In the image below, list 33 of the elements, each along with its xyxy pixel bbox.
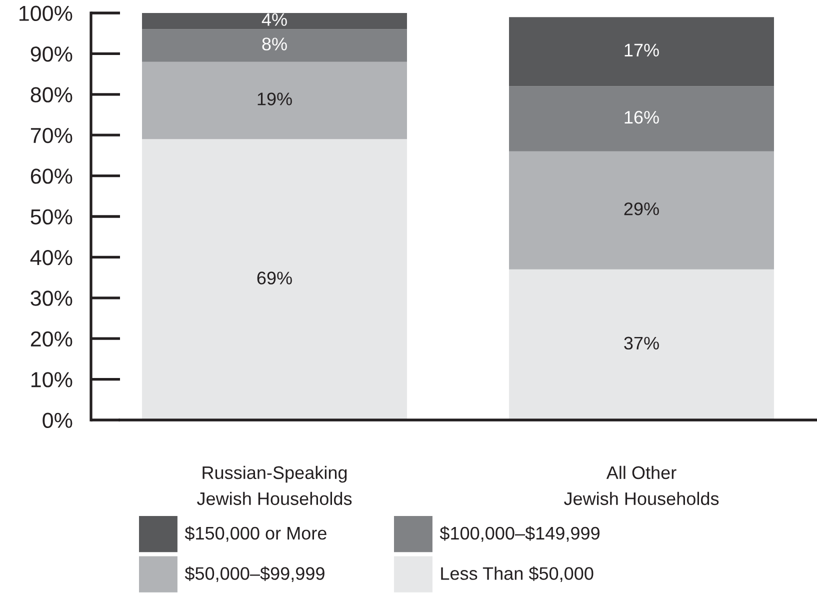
x-tick-label: All Other Jewish Households <box>564 466 719 506</box>
x-tick-label: Russian-Speaking Jewish Households <box>197 466 352 506</box>
y-tick-label: 40% <box>30 250 72 266</box>
bar <box>142 139 407 420</box>
bar <box>509 151 774 270</box>
y-tick-label: 70% <box>30 128 72 144</box>
data-label: 19% <box>258 92 292 106</box>
bar <box>142 29 407 62</box>
bar <box>509 269 774 420</box>
legend-label: $100,000–$149,999 <box>440 526 600 542</box>
y-tick-label: 60% <box>30 168 72 184</box>
y-tick-label: 30% <box>30 290 72 306</box>
legend-label: $50,000–$99,999 <box>184 566 324 582</box>
data-label: 8% <box>262 38 287 50</box>
bar <box>509 86 774 152</box>
data-label: 69% <box>257 272 292 284</box>
data-label: 17% <box>624 44 659 56</box>
legend-label: $150,000 or More <box>184 526 326 542</box>
data-label: 16% <box>624 110 659 124</box>
y-tick-label: 90% <box>30 46 72 62</box>
y-tick-label: 0% <box>42 412 72 428</box>
y-tick-label: 80% <box>30 87 72 102</box>
bar <box>509 17 774 86</box>
data-label: 37% <box>624 336 659 350</box>
y-tick-label: 10% <box>32 372 72 388</box>
bar <box>142 13 407 30</box>
legend-label: Less Than $50,000 <box>441 566 594 582</box>
y-tick-label: 50% <box>30 209 72 225</box>
data-label: 4% <box>262 13 287 26</box>
bar <box>142 62 407 140</box>
y-tick-label: 100% <box>20 6 72 22</box>
data-label: 29% <box>624 202 659 216</box>
y-tick-label: 20% <box>30 331 72 347</box>
